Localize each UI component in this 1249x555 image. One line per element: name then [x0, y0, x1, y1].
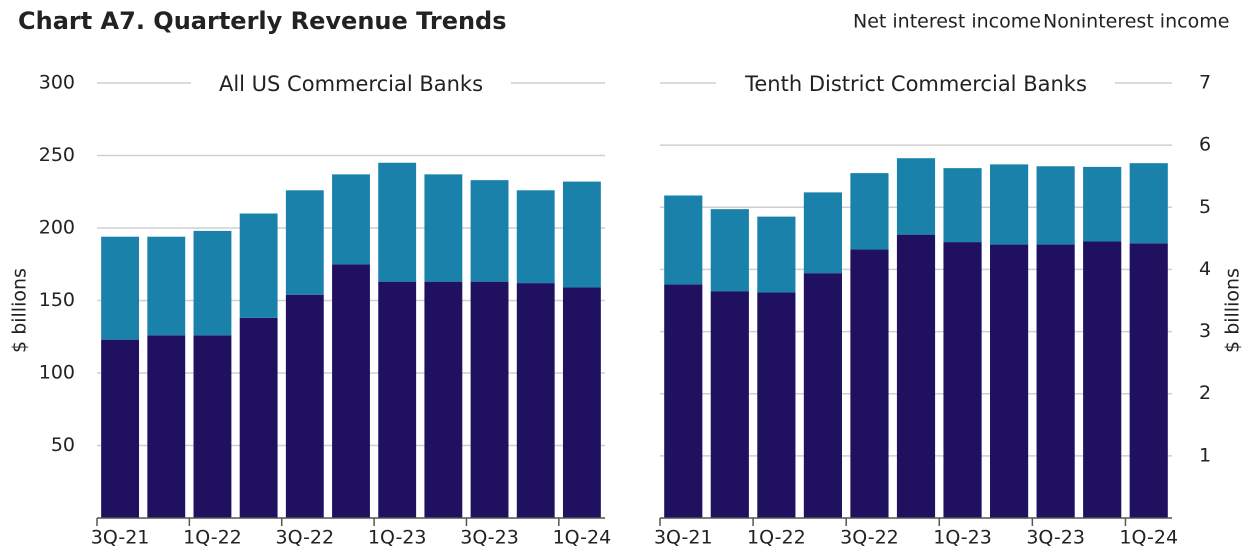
bar-segment	[378, 162, 417, 282]
bar-segment	[664, 284, 703, 518]
bar-segment	[516, 190, 555, 284]
bar-segment	[516, 283, 555, 518]
bar-segment	[850, 173, 889, 250]
bar-segment	[710, 291, 749, 518]
y-tick-label: 2	[1199, 382, 1211, 404]
x-tick-label: 3Q-22	[840, 527, 899, 549]
bar-segment	[285, 294, 324, 518]
y-tick-label: 250	[39, 144, 75, 166]
y-tick-label: 100	[39, 362, 75, 384]
x-tick-label: 1Q-24	[553, 527, 612, 549]
x-tick-label: 3Q-23	[1026, 527, 1085, 549]
y-tick-label: 4	[1199, 258, 1211, 280]
x-tick-label: 1Q-23	[368, 527, 427, 549]
bar-segment	[803, 273, 842, 518]
y-tick-label: 5	[1199, 196, 1211, 218]
bar-segment	[1036, 166, 1075, 245]
subplot-title: All US Commercial Banks	[219, 72, 483, 96]
bar-segment	[1036, 244, 1075, 519]
y-tick-label: 50	[51, 434, 75, 456]
bar-segment	[378, 281, 417, 518]
bar-segment	[1129, 163, 1168, 244]
x-tick-label: 3Q-21	[654, 527, 713, 549]
bar-segment	[1083, 166, 1122, 242]
y-axis-label: $ billions	[9, 268, 31, 353]
bar-segment	[470, 180, 509, 282]
bar-segment	[101, 236, 140, 340]
bar-segment	[896, 158, 936, 235]
bar-segment	[193, 230, 232, 336]
subtitle-backing	[190, 70, 512, 98]
bar-segment	[990, 164, 1029, 245]
x-tick-label: 1Q-24	[1119, 527, 1178, 549]
bar-segment	[147, 236, 186, 336]
y-tick-label: 6	[1199, 134, 1211, 156]
subtitle-backing	[716, 70, 1115, 98]
legend-entry: Net interest income	[853, 11, 1041, 33]
x-tick-label: 1Q-23	[933, 527, 992, 549]
bar-segment	[943, 168, 982, 243]
x-tick-label: 3Q-21	[91, 527, 150, 549]
bar-segment	[1083, 241, 1122, 518]
x-tick-label: 3Q-23	[460, 527, 519, 549]
y-axis-label: $ billions	[1222, 268, 1244, 353]
bar-segment	[757, 292, 796, 518]
bar-segment	[803, 192, 842, 274]
y-tick-label: 300	[39, 72, 75, 94]
x-tick-label: 1Q-22	[183, 527, 242, 549]
bar-segment	[332, 174, 370, 265]
legend-entry: Noninterest income	[1043, 11, 1229, 33]
bar-segment	[664, 195, 703, 285]
bar-segment	[757, 216, 796, 293]
bar-segment	[424, 174, 463, 282]
bar-segment	[101, 339, 140, 518]
y-tick-label: 3	[1199, 320, 1211, 342]
bar-segment	[424, 281, 463, 518]
bar-segment	[562, 181, 601, 288]
bar-segment	[239, 213, 278, 318]
x-tick-label: 3Q-22	[276, 527, 335, 549]
bar-segment	[896, 234, 936, 518]
subplot-title: Tenth District Commercial Banks	[744, 72, 1087, 96]
bar-segment	[285, 190, 324, 295]
y-tick-label: 1	[1199, 444, 1211, 466]
bar-segment	[943, 242, 982, 519]
bar-segment	[147, 335, 186, 518]
bar-segment	[850, 249, 889, 519]
bar-segment	[239, 317, 278, 518]
bar-segment	[1129, 243, 1168, 519]
chart-title: Chart A7. Quarterly Revenue Trends	[18, 7, 507, 35]
bar-segment	[332, 264, 370, 518]
bar-segment	[710, 209, 749, 292]
x-tick-label: 1Q-22	[747, 527, 806, 549]
bar-segment	[193, 335, 232, 518]
bar-segment	[990, 244, 1029, 519]
bar-segment	[470, 281, 509, 518]
y-tick-label: 7	[1199, 72, 1211, 94]
y-tick-label: 200	[39, 217, 75, 239]
y-tick-label: 150	[39, 289, 75, 311]
bar-segment	[562, 287, 601, 518]
